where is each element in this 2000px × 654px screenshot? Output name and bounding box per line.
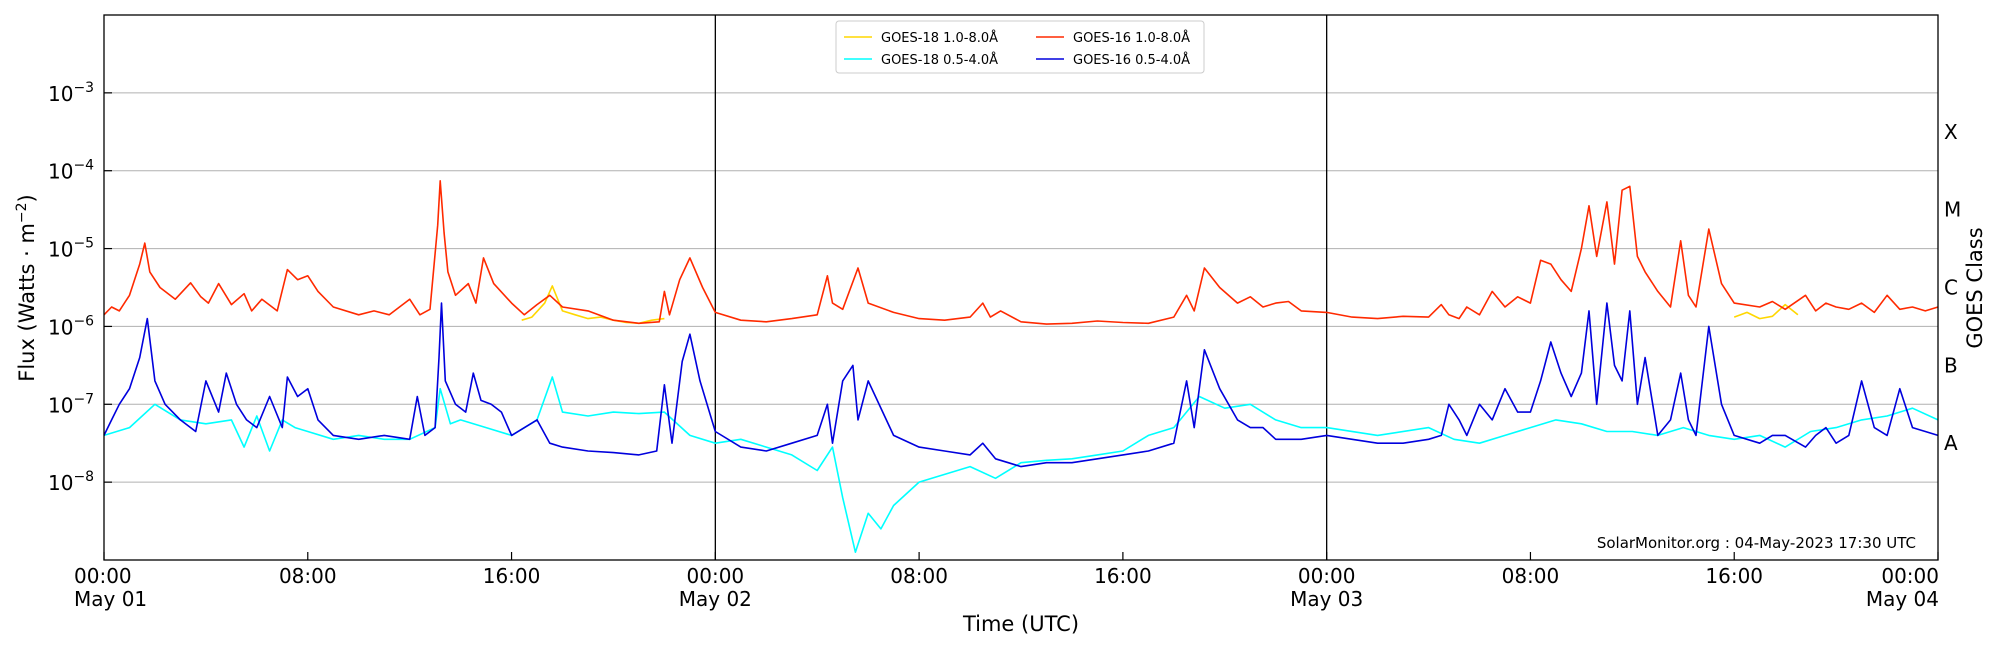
x-tick-time-label: 00:00 <box>1881 564 1939 588</box>
x-tick-time-label: 00:00 <box>1298 564 1356 588</box>
x-tick-time-label: 16:00 <box>1094 564 1152 588</box>
legend-label-goes18-short: GOES-18 0.5-4.0Å <box>881 52 998 68</box>
y-tick-label: 10−3 <box>48 80 94 106</box>
legend-box <box>835 20 1205 74</box>
right-axis-title: GOES Class <box>1963 227 1987 348</box>
x-tick-day-label: May 03 <box>1290 587 1363 611</box>
y-tick-label: 10−5 <box>48 236 94 262</box>
x-tick-time-label: 16:00 <box>483 564 541 588</box>
y-tick-label: 10−6 <box>48 313 94 339</box>
y-tick-label: 10−8 <box>48 469 94 495</box>
y-axis-title: Flux (Watts · m−2) <box>14 194 39 382</box>
y-axis-title-main: Flux (Watts · m <box>15 223 39 382</box>
legend: GOES-18 1.0-8.0Å GOES-16 1.0-8.0Å GOES-1… <box>835 20 1205 74</box>
x-tick-day-label: May 04 <box>1866 587 1939 611</box>
goes-class-label: X <box>1944 120 1958 144</box>
goes-class-label: M <box>1944 198 1961 222</box>
x-tick-day-label: May 01 <box>74 587 147 611</box>
y-axis-title-close: ) <box>15 194 39 202</box>
goes-class-labels: A B C M X <box>1944 120 1961 455</box>
legend-label-goes18-long: GOES-18 1.0-8.0Å <box>881 30 998 46</box>
x-tick-time-label: 08:00 <box>890 564 948 588</box>
x-tick-day-label: May 02 <box>679 587 752 611</box>
legend-label-goes16-long: GOES-16 1.0-8.0Å <box>1073 30 1190 46</box>
x-tick-time-label: 00:00 <box>74 564 132 588</box>
x-tick-time-label: 08:00 <box>279 564 337 588</box>
x-tick-time-label: 00:00 <box>687 564 745 588</box>
plot-frame <box>103 14 1939 561</box>
x-tick-time-label: 16:00 <box>1705 564 1763 588</box>
series-layer <box>103 180 1939 553</box>
goes-class-label: A <box>1944 431 1958 455</box>
series-line-3 <box>103 302 1939 468</box>
y-tick-label: 10−4 <box>48 158 94 184</box>
x-axis-title: Time (UTC) <box>962 612 1079 636</box>
goes-class-label: B <box>1944 353 1958 377</box>
credit-text: SolarMonitor.org : 04-May-2023 17:30 UTC <box>1597 534 1916 552</box>
y-tick-label: 10−7 <box>48 391 94 417</box>
gridlines <box>104 15 1938 560</box>
y-axis-ticks: 10−8 10−7 10−6 10−5 10−4 10−3 <box>48 80 112 495</box>
series-line-2 <box>103 376 1939 553</box>
legend-label-goes16-short: GOES-16 0.5-4.0Å <box>1073 52 1190 68</box>
x-tick-time-label: 08:00 <box>1502 564 1560 588</box>
goes-class-label: C <box>1944 276 1958 300</box>
y-axis-title-sup: −2 <box>14 202 30 223</box>
series-line-1 <box>103 180 1939 325</box>
